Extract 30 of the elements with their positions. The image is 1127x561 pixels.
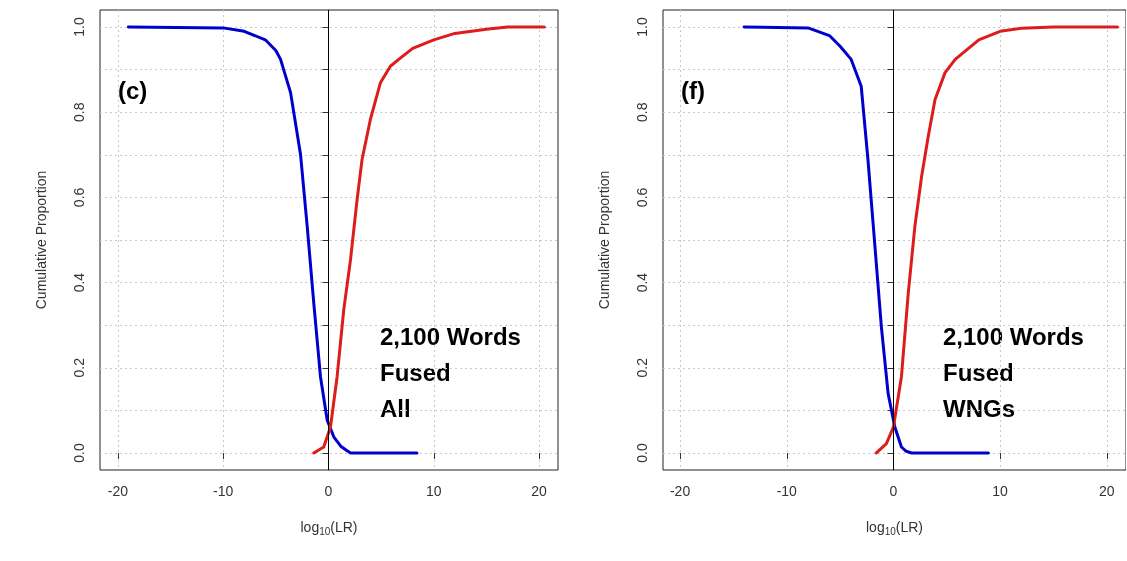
y-tick-label: 0.4	[634, 272, 650, 293]
y-tick-label: 1.0	[71, 17, 87, 37]
x-tick-label: 20	[531, 483, 548, 499]
x-tick-label: 20	[1099, 483, 1115, 499]
y-tick-label: 0.0	[71, 443, 87, 463]
x-tick-label: 10	[992, 483, 1009, 499]
annotation: (f)	[681, 76, 705, 104]
y-tick-label: 0.8	[634, 102, 650, 122]
y-tick-label: 0.6	[71, 187, 87, 208]
y-tick-label: 0.6	[634, 187, 650, 208]
y-tick-label: 0.8	[71, 102, 87, 122]
annotation: (c)	[118, 76, 148, 104]
y-tick-label: 1.0	[634, 17, 650, 37]
x-tick-label: 0	[889, 483, 898, 499]
x-tick-label: -20	[669, 483, 691, 499]
x-tick-label: -10	[776, 483, 798, 499]
line-series	[874, 25, 1119, 455]
y-tick-label: 0.0	[634, 443, 650, 463]
annotation: 2,100 Words Fused WNGs	[943, 322, 1084, 422]
x-tick-label: 0	[324, 483, 333, 499]
annotation: 2,100 Words Fused All	[380, 322, 521, 422]
x-tick-label: -20	[107, 483, 129, 499]
line-series	[312, 25, 546, 455]
y-axis-title: Cumulative Proportion	[596, 170, 612, 310]
y-tick-label: 0.4	[71, 272, 87, 293]
x-tick-label: -10	[213, 483, 234, 499]
y-axis-title: Cumulative Proportion	[33, 170, 49, 310]
y-tick-label: 0.2	[634, 357, 650, 378]
x-tick-label: 10	[425, 483, 442, 499]
y-tick-label: 0.2	[71, 357, 87, 378]
